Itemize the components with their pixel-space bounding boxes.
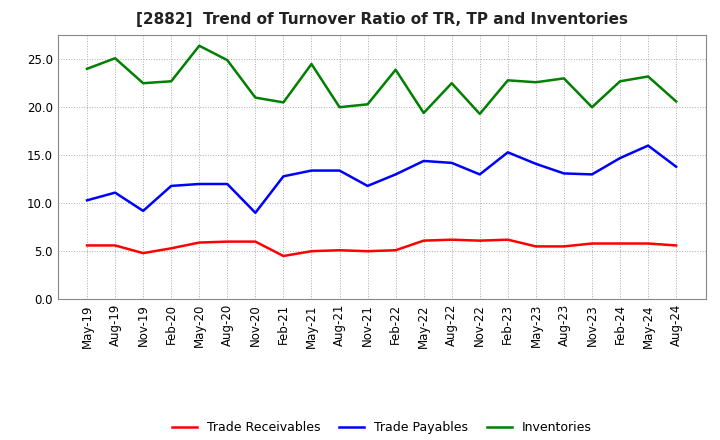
Trade Receivables: [391, 248, 400, 253]
Inventories: [447, 81, 456, 86]
Trade Receivables: [559, 244, 568, 249]
Trade Receivables: [279, 253, 288, 259]
Inventories: [83, 66, 91, 71]
Trade Payables: [616, 155, 624, 161]
Inventories: [503, 78, 512, 83]
Trade Payables: [672, 164, 680, 169]
Trade Receivables: [531, 244, 540, 249]
Trade Payables: [364, 183, 372, 189]
Trade Payables: [83, 198, 91, 203]
Inventories: [672, 99, 680, 104]
Trade Payables: [139, 208, 148, 213]
Trade Payables: [307, 168, 316, 173]
Trade Receivables: [644, 241, 652, 246]
Trade Receivables: [336, 248, 344, 253]
Trade Payables: [279, 174, 288, 179]
Trade Payables: [336, 168, 344, 173]
Inventories: [588, 105, 596, 110]
Trade Receivables: [195, 240, 204, 245]
Line: Trade Payables: Trade Payables: [87, 146, 676, 213]
Inventories: [195, 43, 204, 48]
Trade Receivables: [223, 239, 232, 244]
Trade Payables: [251, 210, 260, 216]
Inventories: [111, 55, 120, 61]
Trade Payables: [223, 181, 232, 187]
Trade Receivables: [672, 243, 680, 248]
Trade Receivables: [139, 250, 148, 256]
Trade Receivables: [307, 249, 316, 254]
Trade Receivables: [111, 243, 120, 248]
Inventories: [251, 95, 260, 100]
Inventories: [279, 100, 288, 105]
Trade Receivables: [503, 237, 512, 242]
Inventories: [139, 81, 148, 86]
Inventories: [223, 58, 232, 63]
Inventories: [167, 79, 176, 84]
Inventories: [644, 74, 652, 79]
Trade Receivables: [251, 239, 260, 244]
Trade Payables: [419, 158, 428, 164]
Trade Receivables: [364, 249, 372, 254]
Inventories: [559, 76, 568, 81]
Trade Receivables: [83, 243, 91, 248]
Trade Receivables: [616, 241, 624, 246]
Line: Trade Receivables: Trade Receivables: [87, 240, 676, 256]
Line: Inventories: Inventories: [87, 46, 676, 114]
Trade Receivables: [475, 238, 484, 243]
Trade Payables: [644, 143, 652, 148]
Inventories: [336, 105, 344, 110]
Trade Payables: [167, 183, 176, 189]
Trade Receivables: [447, 237, 456, 242]
Legend: Trade Receivables, Trade Payables, Inventories: Trade Receivables, Trade Payables, Inven…: [166, 416, 597, 439]
Trade Receivables: [588, 241, 596, 246]
Inventories: [531, 80, 540, 85]
Trade Payables: [475, 172, 484, 177]
Trade Payables: [588, 172, 596, 177]
Inventories: [391, 67, 400, 73]
Title: [2882]  Trend of Turnover Ratio of TR, TP and Inventories: [2882] Trend of Turnover Ratio of TR, TP…: [135, 12, 628, 27]
Trade Payables: [111, 190, 120, 195]
Trade Payables: [503, 150, 512, 155]
Trade Receivables: [167, 246, 176, 251]
Inventories: [475, 111, 484, 117]
Trade Payables: [447, 160, 456, 165]
Trade Payables: [559, 171, 568, 176]
Trade Receivables: [419, 238, 428, 243]
Inventories: [364, 102, 372, 107]
Inventories: [616, 79, 624, 84]
Inventories: [419, 110, 428, 116]
Trade Payables: [391, 172, 400, 177]
Trade Payables: [195, 181, 204, 187]
Inventories: [307, 61, 316, 66]
Trade Payables: [531, 161, 540, 166]
